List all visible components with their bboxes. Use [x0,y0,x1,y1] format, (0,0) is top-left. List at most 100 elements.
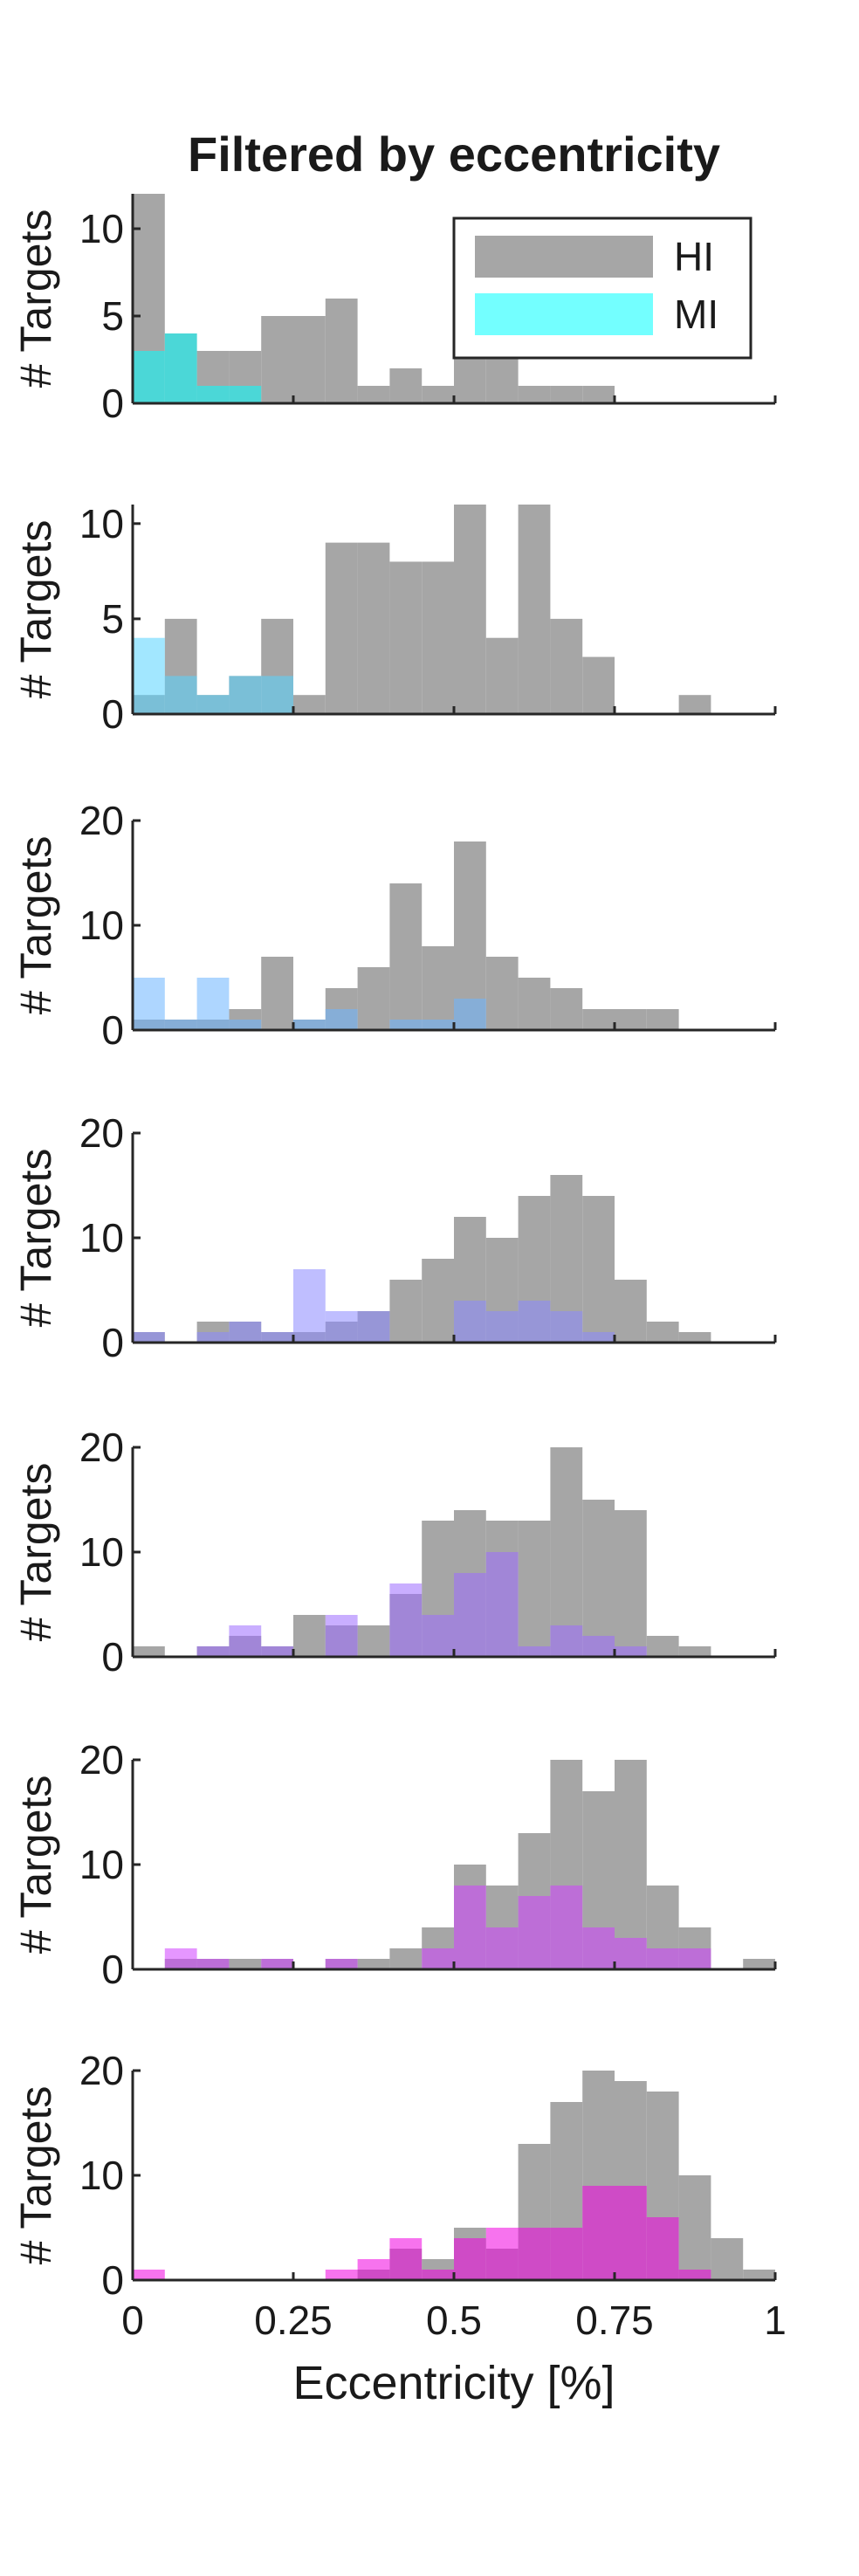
bar-hi-p1-b10 [454,351,486,403]
y-tick-label: 20 [79,1110,124,1156]
y-tick-label: 20 [79,798,124,843]
bar-mi-p1-b1 [164,333,197,403]
y-tick-label: 5 [101,596,124,642]
legend-swatch-hi [475,236,653,278]
bar-mi-p5-b9 [422,1615,454,1657]
bar-mi-p7-b16 [646,2217,679,2280]
bar-hi-p4-b14 [582,1196,615,1343]
bar-hi-p5-b15 [615,1510,647,1657]
histogram-panel-2: 0 5 10 # Targets [11,501,777,737]
bar-hi-p4-b16 [646,1322,679,1343]
bar-mi-p7-b17 [678,2270,711,2280]
bar-hi-p7-b19 [743,2270,775,2280]
bar-mi-p2-b4 [261,676,293,714]
bar-hi-p5-b17 [678,1646,711,1657]
y-tick-label: 20 [79,1425,124,1470]
bar-hi-p6-b3 [229,1959,262,1969]
bar-mi-p6-b9 [422,1948,454,1969]
bar-mi-p7-b8 [389,2238,423,2280]
bar-hi-p2-b14 [582,656,615,714]
bar-hi-p2-b13 [550,618,583,714]
y-tick-label: 0 [101,691,124,737]
bar-hi-p4-b9 [422,1259,454,1343]
histogram-panel-5: 0 10 20 # Targets [11,1425,777,1680]
bar-mi-p3-b5 [293,1020,326,1030]
bar-hi-p6-b15 [615,1760,647,1969]
bar-mi-p5-b3 [229,1625,262,1657]
bar-mi-p6-b17 [678,1948,711,1969]
y-axis-label: # Targets [11,836,60,1015]
legend: HI MI [452,216,752,360]
x-tick-label: 0.25 [254,2298,333,2343]
bar-mi-p6-b4 [261,1959,293,1969]
bar-mi-p2-b2 [196,695,230,714]
y-axis-label: # Targets [11,2086,60,2265]
bar-mi-p7-b10 [454,2238,486,2280]
bar-mi-p7-b12 [518,2228,551,2280]
y-tick-label: 0 [101,1634,124,1680]
bar-hi-p3-b8 [389,883,423,1030]
bar-hi-p3-b13 [550,988,583,1030]
histogram-panel-1: 0 5 10 # Targets HI MI [11,194,777,426]
y-tick-label: 10 [79,1215,124,1261]
bar-hi-p6-b7 [357,1959,390,1969]
bar-mi-p7-b15 [615,2186,647,2280]
x-tick-label: 0.75 [575,2298,654,2343]
bar-mi-p5-b6 [325,1615,358,1657]
bar-mi-p7-b11 [485,2228,519,2280]
bar-hi-p4-b15 [615,1280,647,1343]
x-axis-label: Eccentricity [%] [292,2357,615,2409]
bar-mi-p5-b10 [454,1573,486,1657]
bar-mi-p5-b13 [550,1625,583,1657]
bar-mi-p3-b9 [422,1020,454,1030]
bar-hi-p5-b14 [582,1500,615,1657]
bar-mi-p6-b13 [550,1886,583,1969]
y-tick-label: 10 [79,903,124,948]
y-tick-label: 20 [79,2048,124,2093]
y-tick-label: 0 [101,2257,124,2303]
bar-mi-p3-b2 [196,978,230,1030]
bar-hi-p3-b14 [582,1009,615,1030]
bar-mi-p4-b11 [485,1311,519,1343]
bar-mi-p3-b10 [454,999,486,1030]
bar-hi-p1-b6 [325,299,358,403]
bar-mi-p6-b2 [196,1959,230,1969]
bar-hi-p3-b7 [357,967,390,1030]
bar-mi-p7-b13 [550,2228,583,2280]
histogram-panel-7: 0 10 20 0 0.25 0.5 0.75 1 # Targets [11,2048,787,2343]
bar-hi-p5-b5 [293,1615,326,1657]
bar-hi-p6-b19 [743,1959,775,1969]
y-tick-label: 0 [101,1007,124,1053]
bar-hi-p3-b4 [261,957,293,1030]
bar-mi-p7-b9 [422,2270,454,2280]
bar-mi-p3-b8 [389,1020,423,1030]
bar-hi-p5-b16 [646,1636,679,1657]
bar-hi-p2-b12 [518,505,551,714]
bar-hi-p1-b12 [518,386,551,403]
bar-hi-p3-b9 [422,946,454,1030]
bar-mi-p1-b0 [133,351,165,403]
bar-mi-p4-b13 [550,1311,583,1343]
bar-hi-p2-b9 [422,561,454,714]
bar-hi-p5-b7 [357,1625,390,1657]
y-tick-label: 0 [101,1320,124,1365]
bar-hi-p3-b15 [615,1009,647,1030]
figure-title: Filtered by eccentricity [188,127,720,182]
bar-mi-p7-b0 [133,2270,165,2280]
bar-mi-p1-b3 [229,386,262,403]
bar-mi-p6-b16 [646,1948,679,1969]
bar-mi-p2-b1 [164,676,197,714]
bar-mi-p3-b6 [325,1009,358,1030]
y-tick-label: 10 [79,206,124,251]
y-tick-label: 10 [79,1842,124,1887]
bar-hi-p1-b14 [582,386,615,403]
bar-hi-p1-b5 [293,316,326,403]
bar-mi-p4-b14 [582,1332,615,1343]
bar-mi-p6-b1 [164,1948,197,1969]
legend-label-mi: MI [674,292,718,337]
bar-hi-p3-b16 [646,1009,679,1030]
bar-hi-p2-b7 [357,542,390,714]
histogram-panel-3: 0 10 20 # Targets [11,798,777,1053]
bar-mi-p4-b10 [454,1301,486,1343]
